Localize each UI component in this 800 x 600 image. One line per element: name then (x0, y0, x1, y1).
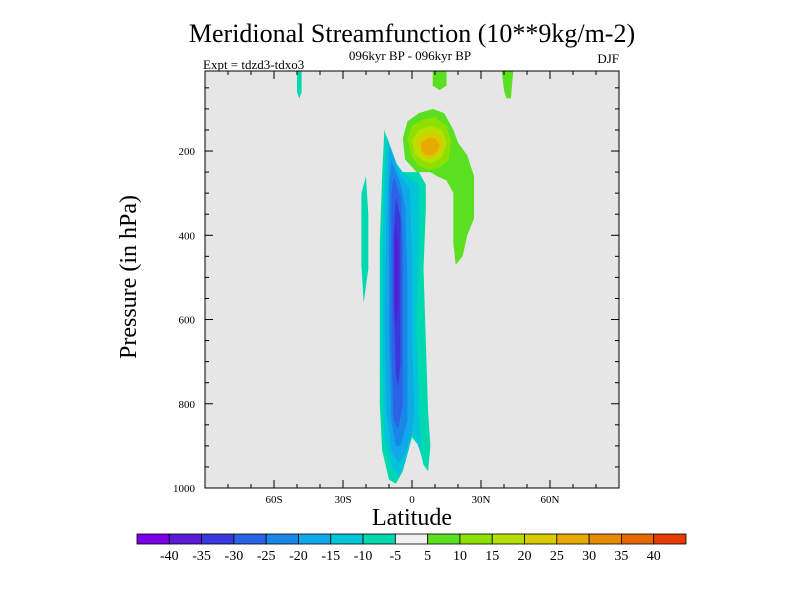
colorbar-swatch (653, 533, 687, 545)
colorbar-label: 25 (550, 549, 564, 564)
contour-region-6 (394, 222, 399, 328)
colorbar-label: -20 (289, 549, 308, 564)
colorbar-label: -15 (321, 549, 340, 564)
colorbar-swatch (459, 533, 493, 545)
y-tick-label: 400 (179, 230, 196, 242)
colorbar-swatch (556, 533, 590, 545)
chart-subtitle: 096kyr BP - 096kyr BP (349, 48, 471, 63)
y-tick-label: 1000 (173, 483, 196, 495)
colorbar-swatch (233, 533, 267, 545)
colorbar-label: -10 (354, 549, 373, 564)
season-label: DJF (597, 51, 619, 66)
y-tick-label: 800 (179, 399, 196, 411)
colorbar-swatch (524, 533, 558, 545)
colorbar-label: 30 (582, 549, 596, 564)
colorbar-swatch (362, 533, 396, 545)
colorbar-label: 5 (424, 549, 431, 564)
axis-ticks: 60S 30S 0 30N 60N 200 400 600 800 1000 (173, 71, 619, 506)
colorbar-swatch (427, 533, 461, 545)
y-tick-label: 600 (179, 315, 196, 327)
experiment-label: Expt = tdzd3-tdxo3 (203, 57, 304, 72)
contour-region-15 (361, 176, 369, 303)
x-tick-label: 30N (472, 494, 491, 506)
x-axis-label: Latitude (372, 505, 452, 531)
colorbar-label: -35 (192, 549, 211, 564)
contour-regions (297, 71, 514, 484)
colorbar-swatch (491, 533, 525, 545)
y-axis-label: Pressure (in hPa) (116, 195, 142, 359)
colorbar-swatch (588, 533, 622, 545)
colorbar-label: 10 (453, 549, 467, 564)
x-tick-label: 60N (541, 494, 560, 506)
chart-title: Meridional Streamfunction (10**9kg/m-2) (189, 19, 635, 48)
colorbar: -40 -35 -30 -25 -20 -15 -10 -5 5 10 15 20 25 30 35 40 (136, 533, 687, 564)
colorbar-swatch (394, 533, 429, 545)
contour-region-13 (432, 71, 447, 90)
x-tick-label: 30S (334, 494, 351, 506)
colorbar-label: -30 (225, 549, 244, 564)
colorbar-label: -40 (160, 549, 179, 564)
contour-region-12 (297, 71, 302, 99)
colorbar-swatch (201, 533, 235, 545)
colorbar-swatch (168, 533, 202, 545)
colorbar-label: -5 (390, 549, 402, 564)
colorbar-label: 35 (614, 549, 628, 564)
colorbar-label: 40 (647, 549, 661, 564)
plot-area: 60S 30S 0 30N 60N 200 400 600 800 1000 (173, 70, 620, 506)
colorbar-swatch (265, 533, 299, 545)
colorbar-label: -25 (257, 549, 276, 564)
contour-region-11 (421, 138, 440, 156)
colorbar-label: 20 (518, 549, 532, 564)
colorbar-swatch (298, 533, 332, 545)
colorbar-swatch (136, 533, 170, 545)
x-tick-label: 60S (265, 494, 282, 506)
x-tick-label: 0 (409, 494, 415, 506)
colorbar-swatch (330, 533, 364, 545)
contour-region-14 (501, 71, 514, 99)
colorbar-swatch (621, 533, 655, 545)
colorbar-label: 15 (485, 549, 499, 564)
y-tick-label: 200 (179, 146, 196, 158)
